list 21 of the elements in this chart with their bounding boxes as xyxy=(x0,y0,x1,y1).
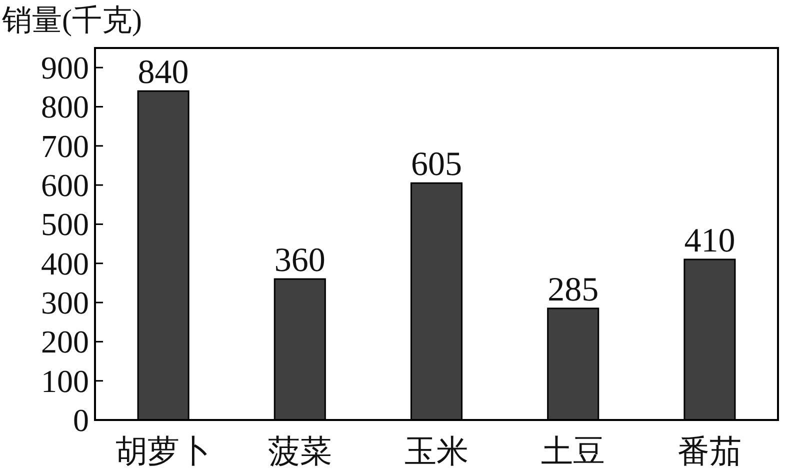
y-tick-label: 800 xyxy=(41,88,89,125)
y-tick-label: 500 xyxy=(41,206,89,242)
data-label: 410 xyxy=(684,222,736,260)
data-label: 285 xyxy=(548,271,599,308)
y-tick-label: 100 xyxy=(41,362,89,399)
x-tick-label: 土豆 xyxy=(541,433,606,469)
y-tick-label: 400 xyxy=(41,245,89,282)
y-axis-title: 销量(千克) xyxy=(1,4,142,37)
x-tick-label: 玉米 xyxy=(404,433,468,469)
data-label: 840 xyxy=(138,54,189,92)
x-tick-label: 番茄 xyxy=(678,433,742,469)
y-tick-label: 0 xyxy=(73,402,89,438)
y-tick-label: 700 xyxy=(41,128,89,164)
x-tick-label: 胡萝卜 xyxy=(115,433,212,469)
y-tick-label: 900 xyxy=(41,50,89,86)
data-label: 605 xyxy=(411,146,462,184)
x-tick-label: 菠菜 xyxy=(268,433,332,469)
y-tick-label: 600 xyxy=(41,167,89,204)
data-label: 360 xyxy=(274,242,326,280)
y-tick-label: 300 xyxy=(41,284,89,321)
y-tick-label: 200 xyxy=(41,324,89,360)
